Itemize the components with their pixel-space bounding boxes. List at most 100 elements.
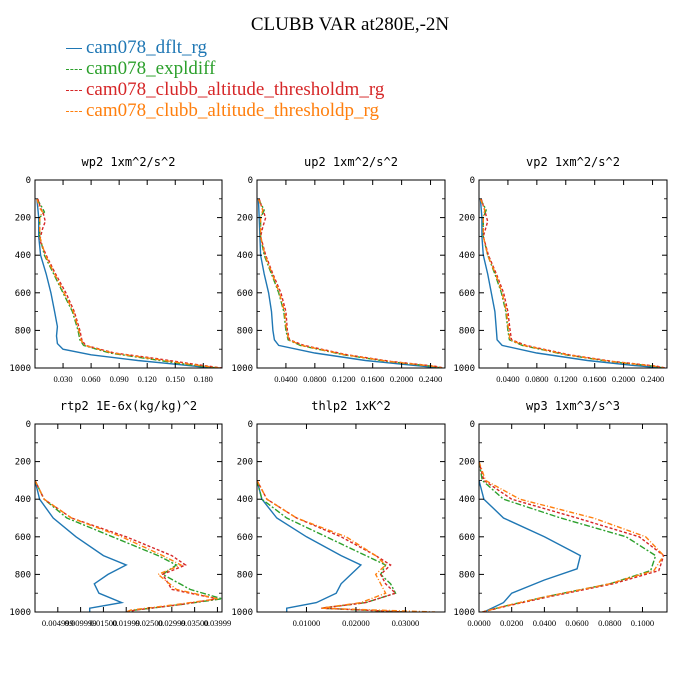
series-line-cam078_clubb_altitude_thresholdm_rg — [37, 198, 222, 368]
x-tick-label: 0.03500 — [181, 618, 209, 628]
x-tick-label: 0.0400 — [533, 618, 556, 628]
x-tick-label: 0.090 — [110, 374, 129, 384]
plot-frame — [34, 179, 223, 369]
y-tick-label: 400 — [459, 495, 475, 505]
panel-title: vp2 1xm^2/s^2 — [526, 155, 620, 169]
y-tick-label: 600 — [237, 533, 253, 543]
series-line-cam078_clubb_altitude_thresholdp_rg — [479, 198, 665, 368]
series-line-cam078_dflt_rg — [257, 480, 363, 612]
legend-label: cam078_clubb_altitude_thresholdp_rg — [86, 100, 380, 121]
y-tick-label: 0 — [470, 420, 475, 430]
series-line-cam078_expldiff — [35, 480, 222, 612]
chart-panel-rtp2: rtp2 1E-6x(kg/kg)^2 0 200 400 600 800 1000 0.00… — [9, 399, 231, 628]
x-tick-label: 0.1600 — [361, 374, 384, 384]
y-tick-label: 0 — [470, 176, 475, 186]
series-line-cam078_clubb_altitude_thresholdm_rg — [35, 480, 218, 612]
plot-frame — [34, 423, 223, 613]
y-tick-label: 800 — [237, 570, 253, 580]
plot-frame — [478, 423, 668, 613]
y-tick-label: 1000 — [231, 608, 253, 618]
y-tick-label: 200 — [15, 214, 31, 224]
x-tick-label: 0.2400 — [641, 374, 664, 384]
y-tick-label: 200 — [237, 214, 253, 224]
x-tick-label: 0.009999 — [65, 618, 97, 628]
y-tick-label: 200 — [459, 214, 475, 224]
y-tick-label: 600 — [459, 289, 475, 299]
figure-title: CLUBB VAR at280E,-2N — [250, 14, 450, 35]
y-tick-label: 1000 — [453, 364, 475, 374]
y-tick-label: 200 — [459, 458, 475, 468]
plot-frame — [478, 179, 668, 369]
x-tick-label: 0.120 — [138, 374, 157, 384]
x-tick-label: 0.02000 — [342, 618, 370, 628]
y-tick-label: 400 — [237, 251, 253, 261]
x-tick-label: 0.1200 — [332, 374, 355, 384]
chart-panel-wp2: wp2 1xm^2/s^2 0 200 400 600 800 1000 0.030 0.060… — [9, 155, 223, 384]
y-tick-label: 400 — [15, 495, 31, 505]
series-line-cam078_clubb_altitude_thresholdm_rg — [258, 198, 444, 368]
x-tick-label: 0.2000 — [390, 374, 413, 384]
x-tick-label: 0.0400 — [496, 374, 519, 384]
x-tick-label: 0.0800 — [598, 618, 621, 628]
series-line-cam078_dflt_rg — [36, 198, 213, 368]
y-tick-label: 0 — [248, 420, 253, 430]
y-tick-label: 0 — [26, 420, 31, 430]
y-tick-label: 0 — [248, 176, 253, 186]
legend-swatch — [66, 48, 82, 49]
series-line-cam078_expldiff — [36, 198, 218, 368]
y-tick-label: 600 — [15, 289, 31, 299]
y-tick-label: 1000 — [231, 364, 253, 374]
chart-panel-thlp2: thlp2 1xK^2 0 200 400 600 800 1000 0.01000 0.020… — [231, 399, 446, 628]
x-tick-label: 0.02999 — [158, 618, 186, 628]
legend-swatch — [66, 69, 82, 70]
y-tick-label: 800 — [459, 570, 475, 580]
x-tick-label: 0.0200 — [500, 618, 523, 628]
series-line-cam078_dflt_rg — [35, 480, 128, 612]
panel-title: rtp2 1E-6x(kg/kg)^2 — [60, 399, 197, 413]
y-tick-label: 400 — [15, 251, 31, 261]
x-tick-label: 0.060 — [82, 374, 101, 384]
y-tick-label: 200 — [15, 458, 31, 468]
x-tick-label: 0.1600 — [583, 374, 606, 384]
y-tick-label: 600 — [237, 289, 253, 299]
plot-frame — [256, 179, 446, 369]
x-tick-label: 0.01500 — [90, 618, 118, 628]
series-line-cam078_clubb_altitude_thresholdp_rg — [257, 480, 436, 612]
panel-title: up2 1xm^2/s^2 — [304, 155, 398, 169]
panel-title: wp2 1xm^2/s^2 — [82, 155, 176, 169]
x-tick-label: 0.02500 — [135, 618, 163, 628]
chart-panel-vp2: vp2 1xm^2/s^2 0 200 400 600 800 1000 0.0400 0.08… — [453, 155, 668, 384]
series-line-cam078_clubb_altitude_thresholdp_rg — [36, 198, 221, 368]
y-tick-label: 400 — [237, 495, 253, 505]
series-line-cam078_expldiff — [257, 198, 442, 368]
y-tick-label: 800 — [15, 570, 31, 580]
y-tick-label: 1000 — [9, 364, 31, 374]
x-tick-label: 0.180 — [194, 374, 213, 384]
y-tick-label: 1000 — [453, 608, 475, 618]
legend-swatch — [66, 90, 82, 91]
plot-frame — [256, 423, 446, 613]
y-tick-label: 800 — [459, 326, 475, 336]
legend-swatch — [66, 111, 82, 112]
series-line-cam078_dflt_rg — [479, 480, 582, 612]
y-tick-label: 600 — [15, 533, 31, 543]
x-tick-label: 0.01999 — [112, 618, 140, 628]
y-tick-label: 800 — [15, 326, 31, 336]
x-tick-label: 0.0000 — [467, 618, 490, 628]
series-line-cam078_clubb_altitude_thresholdm_rg — [480, 198, 666, 368]
x-tick-label: 0.1200 — [554, 374, 577, 384]
series-line-cam078_clubb_altitude_thresholdp_rg — [257, 198, 443, 368]
series-line-cam078_clubb_altitude_thresholdp_rg — [479, 461, 665, 612]
panel-title: thlp2 1xK^2 — [311, 399, 390, 413]
x-tick-label: 0.03000 — [392, 618, 420, 628]
x-tick-label: 0.004999 — [42, 618, 74, 628]
series-line-cam078_clubb_altitude_thresholdm_rg — [257, 480, 406, 612]
panel-title: wp3 1xm^3/s^3 — [526, 399, 620, 413]
series-line-cam078_expldiff — [257, 480, 406, 612]
y-tick-label: 600 — [459, 533, 475, 543]
chart-panel-up2: up2 1xm^2/s^2 0 200 400 600 800 1000 0.0400 0.08… — [231, 155, 446, 384]
series-line-cam078_expldiff — [479, 198, 664, 368]
x-tick-label: 0.150 — [166, 374, 185, 384]
x-tick-label: 0.0800 — [525, 374, 548, 384]
